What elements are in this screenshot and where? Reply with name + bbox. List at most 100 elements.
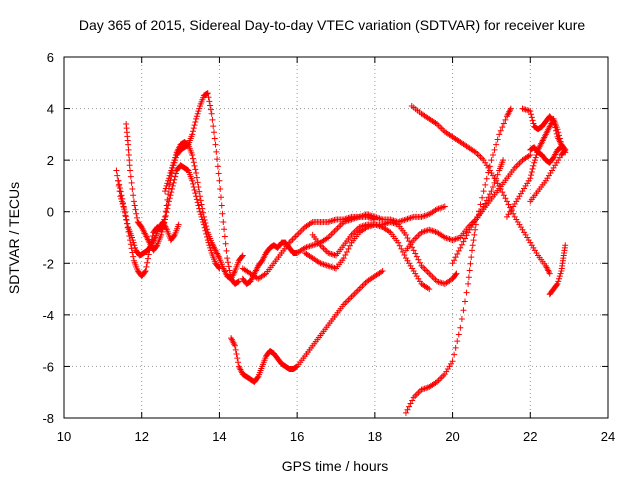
data-point — [451, 257, 458, 264]
data-point — [454, 338, 461, 345]
data-point — [528, 111, 535, 118]
data-point — [189, 177, 196, 184]
data-point — [469, 242, 476, 249]
data-point — [168, 167, 175, 174]
data-point — [172, 170, 179, 177]
data-point — [404, 215, 411, 222]
data-point — [558, 144, 565, 151]
data-point — [116, 181, 123, 188]
data-point — [122, 212, 129, 219]
data-point — [346, 242, 353, 249]
data-point — [491, 146, 498, 153]
data-point — [412, 235, 419, 242]
data-point — [308, 242, 315, 249]
data-point — [158, 231, 165, 238]
data-point — [192, 190, 199, 197]
data-point — [354, 287, 361, 294]
data-point — [161, 219, 168, 226]
data-point — [486, 191, 493, 198]
data-point — [482, 200, 489, 207]
data-point — [488, 188, 495, 195]
data-point — [127, 167, 134, 174]
data-point — [561, 147, 568, 154]
data-point — [546, 270, 553, 277]
data-point — [190, 125, 197, 132]
data-point — [213, 148, 220, 155]
data-point — [231, 342, 238, 349]
data-point — [172, 173, 179, 180]
data-point — [162, 188, 169, 195]
data-point — [413, 233, 420, 240]
data-point — [477, 201, 484, 208]
data-point — [208, 110, 215, 117]
data-point — [192, 118, 199, 125]
data-point — [460, 238, 467, 245]
x-axis-label: GPS time / hours — [282, 458, 389, 474]
data-point — [530, 120, 537, 127]
x-tick-label: 16 — [290, 429, 304, 444]
data-point — [469, 247, 475, 254]
data-point — [531, 159, 538, 166]
data-point — [165, 198, 172, 205]
data-point — [413, 391, 420, 398]
data-point — [398, 245, 405, 252]
data-point — [503, 198, 510, 205]
data-point — [500, 192, 507, 199]
data-point — [402, 231, 409, 238]
data-point — [289, 236, 296, 243]
data-point — [225, 263, 232, 270]
data-point — [120, 204, 127, 211]
data-point — [172, 154, 179, 161]
data-point — [457, 244, 464, 251]
data-point — [491, 179, 498, 186]
data-point — [455, 331, 462, 338]
data-point — [175, 221, 182, 228]
data-point — [427, 272, 434, 279]
data-point — [493, 175, 500, 182]
data-point — [218, 202, 225, 209]
data-point — [322, 246, 329, 253]
data-point — [167, 170, 174, 177]
data-point — [486, 163, 493, 170]
data-point — [215, 264, 222, 271]
data-point — [343, 248, 350, 255]
data-point — [382, 220, 389, 227]
data-point — [441, 203, 448, 210]
data-point — [337, 222, 344, 229]
data-point — [462, 298, 469, 305]
data-point — [415, 389, 422, 396]
data-point — [395, 239, 402, 246]
data-point — [379, 268, 386, 275]
data-point — [210, 123, 217, 130]
data-point — [192, 166, 199, 173]
data-point — [130, 192, 137, 199]
data-point — [209, 116, 216, 123]
x-tick-labels: 10 12 14 16 18 20 22 24 — [57, 429, 615, 444]
data-point — [207, 102, 214, 109]
data-point — [132, 244, 139, 251]
data-point — [499, 189, 506, 196]
data-point — [295, 230, 302, 237]
x-tick-label: 20 — [445, 429, 459, 444]
data-point — [309, 242, 316, 249]
data-point — [529, 117, 536, 124]
data-point — [500, 120, 507, 127]
data-point — [126, 157, 133, 164]
data-point — [215, 170, 222, 177]
data-point — [488, 157, 495, 164]
data-point — [497, 127, 504, 134]
data-point — [319, 243, 326, 250]
data-point — [374, 214, 381, 221]
data-point — [331, 228, 338, 235]
data-point — [334, 225, 341, 232]
data-point — [454, 251, 461, 258]
data-point — [345, 245, 352, 252]
x-tick-label: 12 — [134, 429, 148, 444]
data-point — [320, 245, 327, 252]
data-point — [329, 251, 336, 258]
data-point — [415, 232, 422, 239]
series-arc-8 — [301, 219, 460, 287]
data-point — [521, 106, 528, 113]
data-point — [203, 226, 210, 233]
